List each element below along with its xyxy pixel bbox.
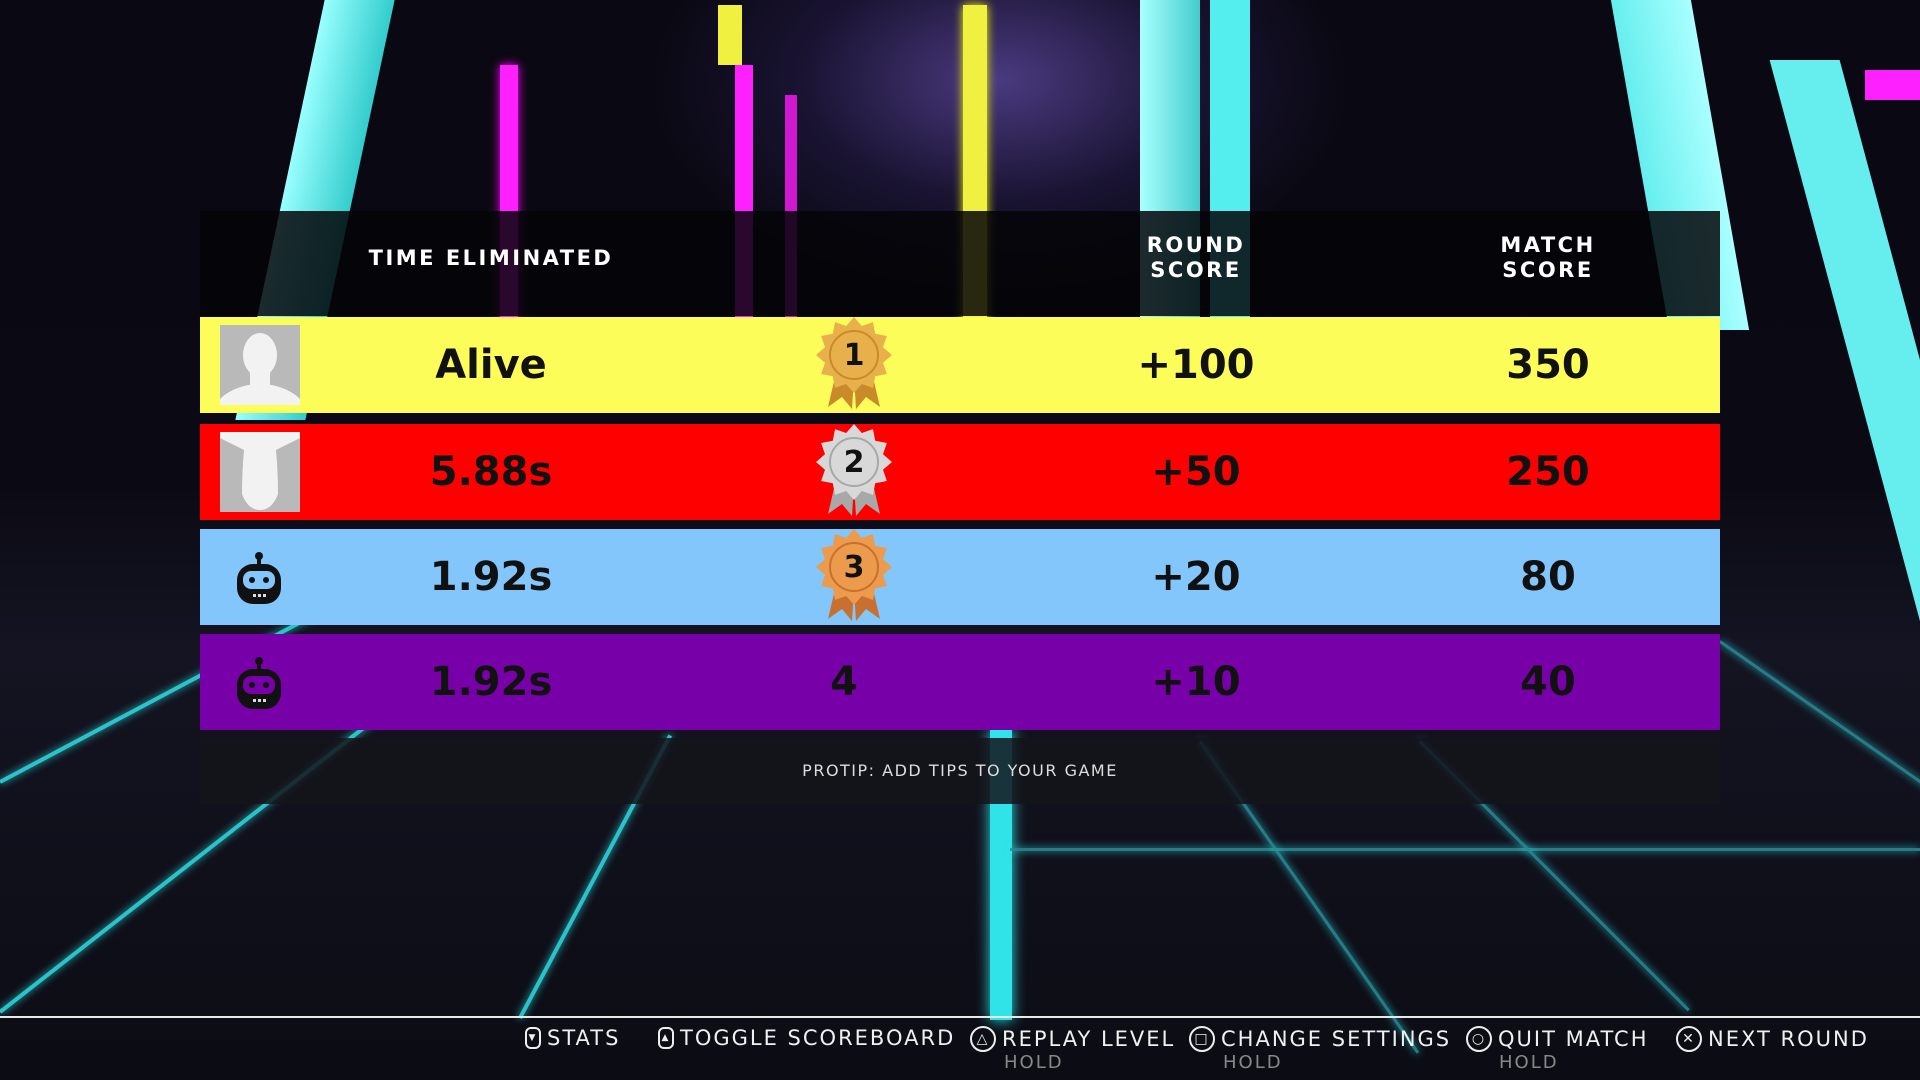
circle-button-icon: ○ bbox=[1466, 1026, 1492, 1052]
header-match-line2: SCORE bbox=[1502, 258, 1594, 282]
rank-number: 3 bbox=[844, 550, 865, 585]
robot-icon bbox=[237, 552, 281, 604]
toggle-scoreboard-control[interactable]: ▲ TOGGLE SCOREBOARD bbox=[658, 1026, 955, 1050]
scoreboard-header: TIME ELIMINATED ROUND SCORE MATCH SCORE bbox=[200, 211, 1720, 316]
stats-control[interactable]: ▼ STATS bbox=[525, 1026, 620, 1050]
robot-icon bbox=[237, 657, 281, 709]
quit-match-control[interactable]: ○ QUIT MATCH bbox=[1466, 1026, 1649, 1052]
control-label: CHANGE SETTINGS bbox=[1221, 1027, 1452, 1051]
rank-number: 1 bbox=[844, 338, 865, 373]
header-round-score: ROUND SCORE bbox=[1147, 233, 1246, 283]
quit-hold-hint: HOLD bbox=[1499, 1052, 1559, 1073]
triangle-button-icon: △ bbox=[970, 1026, 996, 1052]
match-score: 350 bbox=[1506, 342, 1590, 388]
square-button-icon: □ bbox=[1189, 1026, 1215, 1052]
neon-pillar bbox=[718, 5, 742, 65]
rank-number: 2 bbox=[844, 445, 865, 480]
header-round-line1: ROUND bbox=[1146, 233, 1246, 257]
neon-pillar bbox=[1865, 70, 1920, 100]
touchpad-down-icon: ▼ bbox=[525, 1027, 541, 1049]
control-label: REPLAY LEVEL bbox=[1002, 1027, 1176, 1051]
silver-medal-icon: 2 bbox=[816, 424, 892, 516]
neon-pillar bbox=[1769, 60, 1920, 660]
control-label: STATS bbox=[547, 1026, 621, 1050]
change-settings-control[interactable]: □ CHANGE SETTINGS bbox=[1189, 1026, 1451, 1052]
round-score: +20 bbox=[1151, 554, 1241, 600]
protip-text: PROTIP: ADD TIPS TO YOUR GAME bbox=[200, 738, 1720, 804]
control-label: TOGGLE SCOREBOARD bbox=[680, 1026, 956, 1050]
user-silhouette-back-icon bbox=[220, 432, 300, 510]
time-eliminated: 5.88s bbox=[429, 449, 553, 495]
cross-button-icon: ✕ bbox=[1676, 1026, 1702, 1052]
header-time-eliminated: TIME ELIMINATED bbox=[368, 246, 614, 270]
player-avatar bbox=[220, 325, 300, 405]
replay-hold-hint: HOLD bbox=[1004, 1052, 1064, 1073]
gold-medal-icon: 1 bbox=[816, 317, 892, 409]
player-avatar bbox=[220, 432, 300, 512]
control-label: QUIT MATCH bbox=[1498, 1027, 1649, 1051]
rank-number: 4 bbox=[830, 659, 858, 705]
settings-hold-hint: HOLD bbox=[1223, 1052, 1283, 1073]
round-score: +50 bbox=[1151, 449, 1241, 495]
scoreboard-row: 1.92s 3 +20 80 bbox=[200, 529, 1720, 625]
match-score: 80 bbox=[1520, 554, 1576, 600]
grid-line bbox=[1719, 640, 1920, 815]
scoreboard-row: Alive 1 +100 350 bbox=[200, 317, 1720, 413]
controls-bar: ▼ STATS ▲ TOGGLE SCOREBOARD △ REPLAY LEV… bbox=[0, 1016, 1920, 1080]
scoreboard-row: 1.92s 4 +10 40 bbox=[200, 634, 1720, 730]
round-score: +10 bbox=[1151, 659, 1241, 705]
replay-level-control[interactable]: △ REPLAY LEVEL bbox=[970, 1026, 1175, 1052]
match-score: 250 bbox=[1506, 449, 1590, 495]
scoreboard-row: 5.88s 2 +50 250 bbox=[200, 424, 1720, 520]
time-eliminated: 1.92s bbox=[429, 659, 553, 705]
header-match-score: MATCH SCORE bbox=[1500, 233, 1595, 283]
grid-line bbox=[1010, 848, 1920, 851]
user-silhouette-icon bbox=[220, 333, 300, 405]
round-score: +100 bbox=[1137, 342, 1255, 388]
control-label: NEXT ROUND bbox=[1708, 1027, 1869, 1051]
header-round-line2: SCORE bbox=[1150, 258, 1242, 282]
next-round-control[interactable]: ✕ NEXT ROUND bbox=[1676, 1026, 1869, 1052]
header-match-line1: MATCH bbox=[1500, 233, 1596, 257]
bronze-medal-icon: 3 bbox=[816, 529, 892, 621]
match-score: 40 bbox=[1520, 659, 1576, 705]
time-eliminated: 1.92s bbox=[429, 554, 553, 600]
touchpad-up-icon: ▲ bbox=[658, 1027, 674, 1049]
time-eliminated: Alive bbox=[435, 342, 547, 388]
